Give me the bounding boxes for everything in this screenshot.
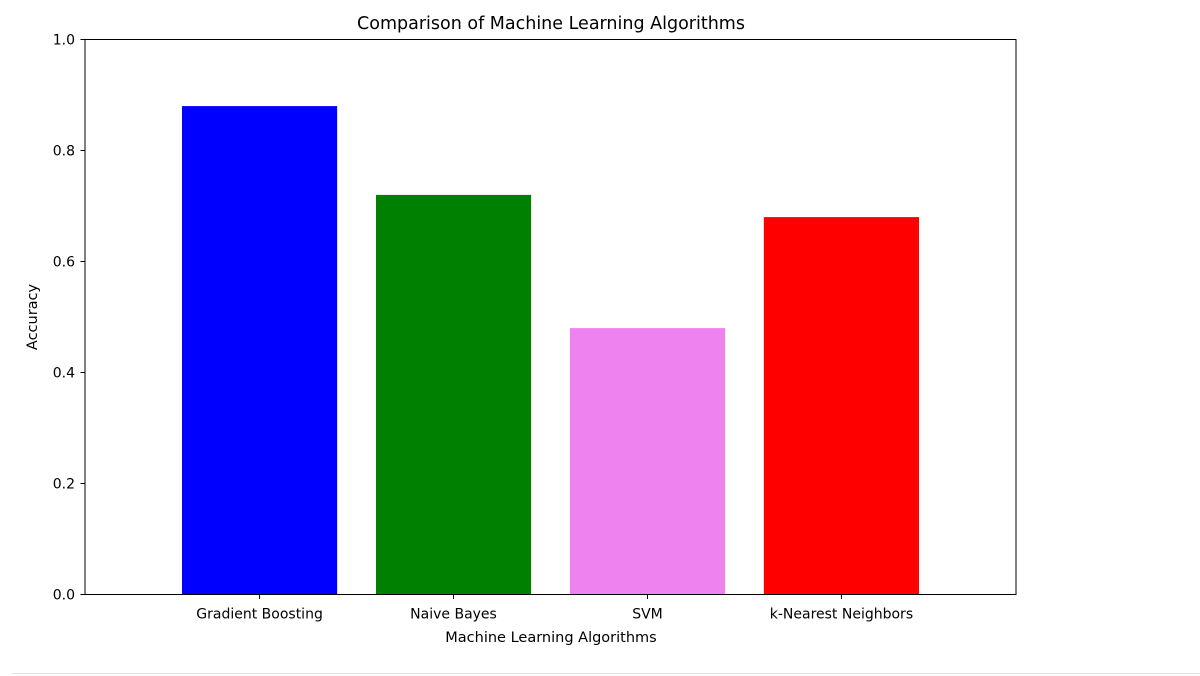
bottom-divider (12, 673, 1200, 674)
plot-frame (84, 39, 1017, 595)
y-tick-label: 0.2 (53, 477, 75, 493)
x-axis: Gradient Boosting Naive Bayes SVM k-Nearest… (196, 594, 913, 623)
y-tick-label: 0.6 (53, 255, 75, 271)
bar-naive-bayes (375, 194, 532, 595)
y-tick-label: 0.8 (53, 144, 75, 160)
bars-group (181, 106, 920, 595)
y-tick-label: 0.0 (53, 588, 75, 604)
x-tick-label-gradient-boosting: Gradient Boosting (196, 607, 323, 623)
chart-title: Comparison of Machine Learning Algorithm… (357, 14, 745, 34)
y-tick-label: 0.4 (53, 366, 75, 382)
x-tick-label-naive-bayes: Naive Bayes (410, 607, 497, 623)
bar-gradient-boosting (181, 106, 338, 595)
bar-k-nearest-neighbors (763, 217, 920, 595)
x-axis-label: Machine Learning Algorithms (445, 630, 656, 646)
bar-svm (569, 328, 726, 595)
y-axis-label: Accuracy (25, 283, 41, 350)
y-axis: 0.0 0.2 0.4 0.6 0.8 1.0 (53, 33, 85, 604)
x-tick-label-k-nearest-neighbors: k-Nearest Neighbors (770, 607, 913, 623)
y-tick-label: 1.0 (53, 33, 75, 49)
x-tick-label-svm: SVM (632, 607, 663, 623)
